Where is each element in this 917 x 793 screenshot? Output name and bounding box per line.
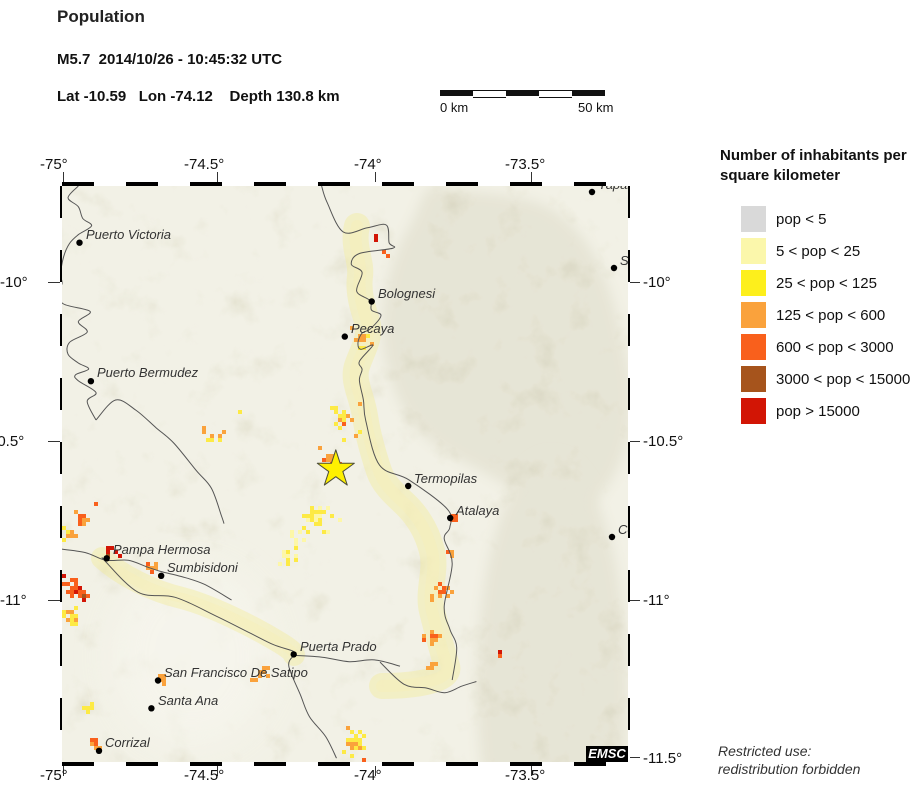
svg-text:Pampa Hermosa: Pampa Hermosa [113, 542, 211, 557]
svg-text:Puerto Victoria: Puerto Victoria [86, 227, 171, 242]
svg-text:Atalaya: Atalaya [455, 503, 499, 518]
svg-text:San Francisco De Satipo: San Francisco De Satipo [164, 665, 308, 680]
svg-text:Sa: Sa [620, 253, 628, 268]
svg-text:Bolognesi: Bolognesi [378, 286, 436, 301]
svg-text:Santa Ana: Santa Ana [158, 693, 218, 708]
svg-text:Yapara: Yapara [598, 186, 628, 192]
svg-text:Termopilas: Termopilas [414, 471, 478, 486]
svg-text:Puerta Prado: Puerta Prado [300, 639, 377, 654]
svg-text:Sumbisidoni: Sumbisidoni [167, 560, 239, 575]
svg-text:Corrizal: Corrizal [105, 735, 151, 750]
svg-text:Puerto Bermudez: Puerto Bermudez [97, 365, 199, 380]
svg-text:Pecaya: Pecaya [351, 321, 394, 336]
svg-text:Colo: Colo [618, 522, 628, 537]
